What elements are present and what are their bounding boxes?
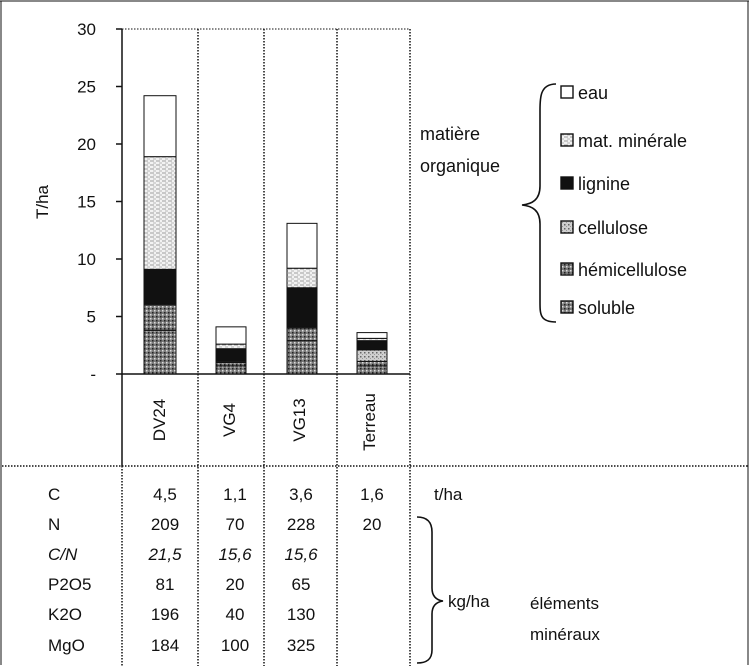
cell-c-terreau: 1,6 <box>360 485 384 504</box>
legend-swatch-mat-minerale <box>560 133 574 147</box>
category-label-vg4: VG4 <box>220 403 239 437</box>
legend-label-cellulose: cellulose <box>578 218 648 238</box>
unit-c-label: t/ha <box>434 485 463 504</box>
category-label-vg13: VG13 <box>290 398 309 441</box>
row-label-p2o5: P2O5 <box>48 575 91 594</box>
row-label-n: N <box>48 515 60 534</box>
y-tick-label: 10 <box>77 250 96 269</box>
row-label-k2o: K2O <box>48 605 82 624</box>
legend-swatch-cellulose <box>560 220 574 234</box>
row-label-mgo: MgO <box>48 636 85 655</box>
legend-label-eau: eau <box>578 83 608 103</box>
unit-minerals-label: kg/ha <box>448 592 490 611</box>
cell-n-dv24: 209 <box>151 515 179 534</box>
legend-label-mat-minerale: mat. minérale <box>578 131 687 151</box>
bar-vg13-lignine <box>286 287 318 328</box>
row-label-c: C <box>48 485 60 504</box>
data-table: C 4,5 1,1 3,6 1,6 N 209 70 228 20 C/N 21,5 15,6 15,6 P… <box>48 485 384 655</box>
category-label-terreau: Terreau <box>360 393 379 451</box>
legend: eau mat. minérale lignine cellulose hémicell… <box>560 83 687 318</box>
cell-c-n-vg13: 15,6 <box>284 545 318 564</box>
bar-vg4-lignine <box>215 348 247 362</box>
cell-c-vg13: 3,6 <box>289 485 313 504</box>
category-label-dv24: DV24 <box>150 399 169 442</box>
y-tick-label: 15 <box>77 193 96 212</box>
cell-k2o-dv24: 196 <box>151 605 179 624</box>
bar-dv24-mat-minerale <box>143 156 177 270</box>
y-tick-label: 5 <box>87 308 96 327</box>
bracket-label-line-1: matière <box>420 124 480 144</box>
y-tick-label: 25 <box>77 78 96 97</box>
bar-dv24-hemicellulose <box>143 304 177 331</box>
bar-vg13-soluble <box>286 340 318 375</box>
bar-vg4-hemicellulose <box>215 362 247 367</box>
legend-label-hemicellulose: hémicellulose <box>578 260 687 280</box>
bar-terreau-soluble <box>356 365 388 375</box>
cell-c-dv24: 4,5 <box>153 485 177 504</box>
cell-n-vg13: 228 <box>287 515 315 534</box>
legend-swatch-soluble <box>560 300 574 314</box>
x-axis-labels: DV24 VG4 VG13 Terreau <box>150 393 379 451</box>
cell-k2o-vg4: 40 <box>226 605 245 624</box>
cell-c-n-vg4: 15,6 <box>218 545 252 564</box>
legend-swatch-eau <box>560 85 574 99</box>
y-tick-label: 20 <box>77 135 96 154</box>
bar-terreau-eau <box>356 332 388 339</box>
minerals-brace <box>416 516 444 664</box>
y-axis-label: T/ha <box>33 184 52 219</box>
cell-p2o5-dv24: 81 <box>156 575 175 594</box>
bar-dv24-eau <box>143 95 177 158</box>
bar-terreau-lignine <box>356 340 388 351</box>
bar-vg13-eau <box>286 222 318 269</box>
bar-vg13-hemicellulose <box>286 327 318 342</box>
bar-vg4-soluble <box>215 365 247 375</box>
bar-vg4-mat-minerale <box>215 343 247 350</box>
bar-dv24-lignine <box>143 268 177 305</box>
bar-terreau-cellulose <box>356 349 388 362</box>
cell-mgo-vg4: 100 <box>221 636 249 655</box>
bracket-label-line-2: organique <box>420 156 500 176</box>
cell-k2o-vg13: 130 <box>287 605 315 624</box>
row-label-c-n: C/N <box>48 545 78 564</box>
cell-n-vg4: 70 <box>226 515 245 534</box>
cell-mgo-dv24: 184 <box>151 636 179 655</box>
bar-dv24-soluble <box>143 329 177 375</box>
cell-mgo-vg13: 325 <box>287 636 315 655</box>
legend-label-soluble: soluble <box>578 298 635 318</box>
cell-n-terreau: 20 <box>363 515 382 534</box>
minerals-label-line-1: éléments <box>530 594 599 613</box>
legend-label-lignine: lignine <box>578 174 630 194</box>
y-tick-label: - <box>90 365 96 384</box>
y-axis: - 5 10 15 20 25 30 <box>77 20 122 384</box>
legend-brace <box>521 83 557 323</box>
y-tick-label: 30 <box>77 20 96 39</box>
minerals-label-line-2: minéraux <box>530 625 600 644</box>
cell-p2o5-vg4: 20 <box>226 575 245 594</box>
cell-c-vg4: 1,1 <box>223 485 247 504</box>
bar-terreau-hemicellulose <box>356 360 388 367</box>
cell-c-n-dv24: 21,5 <box>147 545 182 564</box>
bar-vg13-mat-minerale <box>286 267 318 289</box>
cell-p2o5-vg13: 65 <box>292 575 311 594</box>
bars <box>143 95 388 375</box>
legend-swatch-hemicellulose <box>560 262 574 276</box>
bar-vg4-eau <box>215 326 247 345</box>
legend-swatch-lignine <box>560 176 574 190</box>
